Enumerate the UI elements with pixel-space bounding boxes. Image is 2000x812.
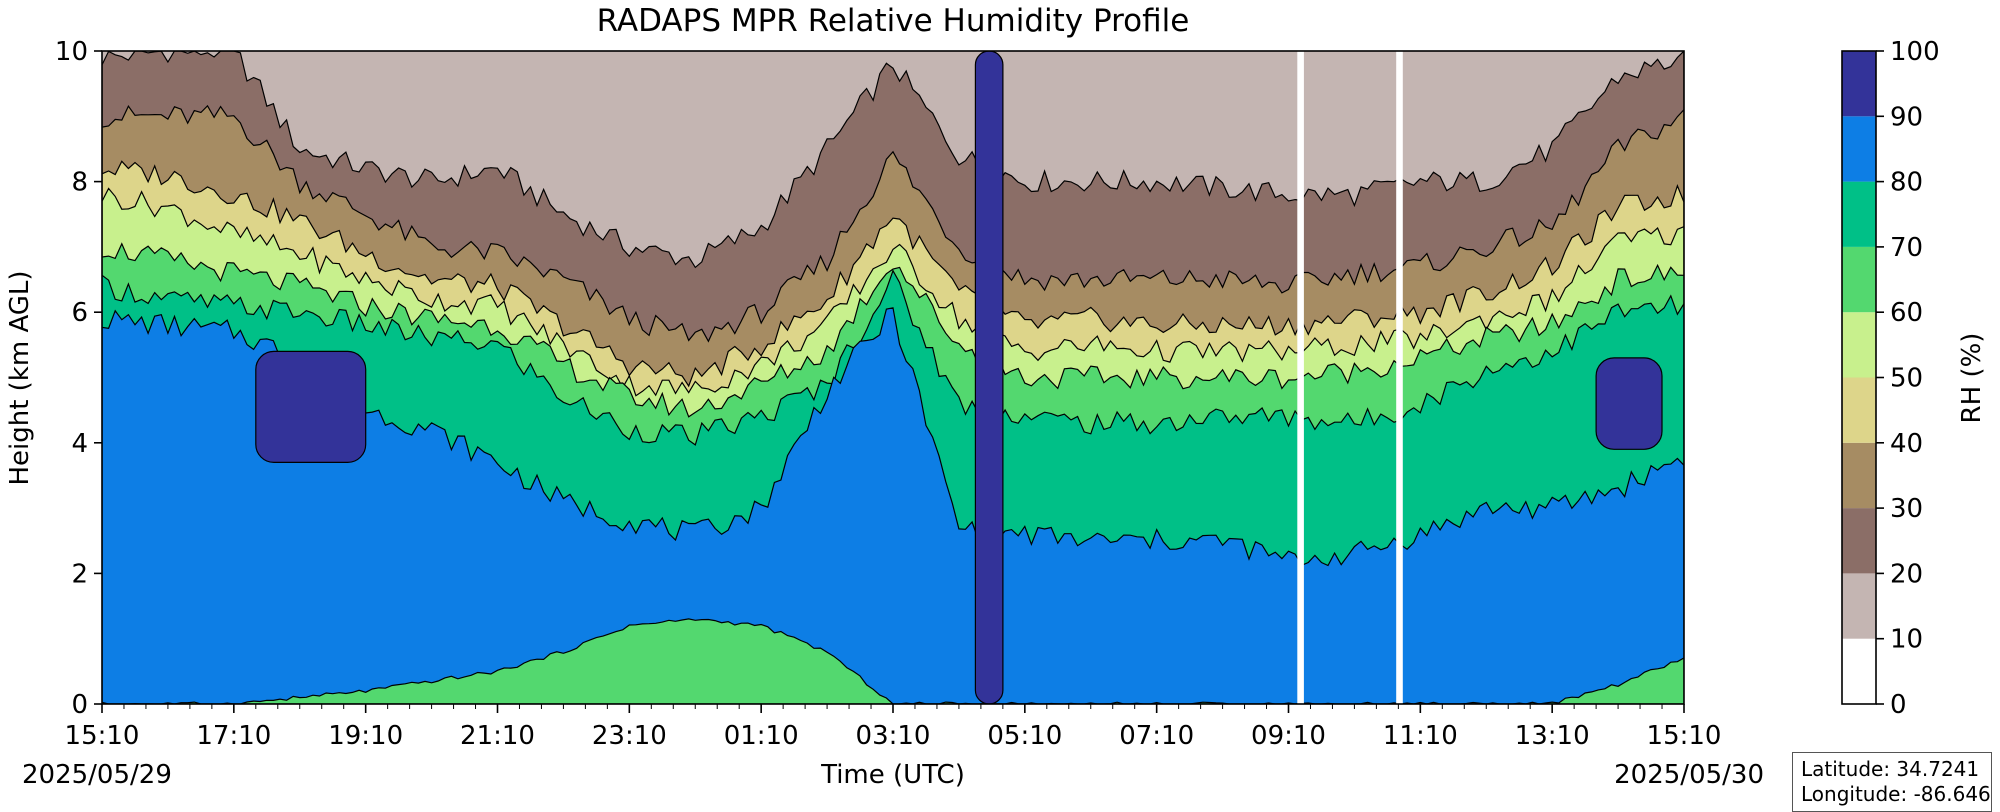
x-tick-label: 15:10 <box>65 721 140 751</box>
y-tick-label: 0 <box>71 690 88 720</box>
x-tick-label: 03:10 <box>856 721 931 751</box>
y-tick-label: 4 <box>71 429 88 459</box>
x-tick-label: 01:10 <box>724 721 799 751</box>
colorbar-swatch <box>1842 51 1876 117</box>
missing-data-gap <box>1396 51 1403 704</box>
colorbar-tick-label: 80 <box>1890 168 1923 198</box>
high-rh-features <box>255 51 1684 704</box>
colorbar-swatch <box>1842 116 1876 182</box>
missing-data-gaps <box>1297 51 1403 704</box>
colorbar-tick-label: 10 <box>1890 625 1923 655</box>
x-tick-label: 13:10 <box>1515 721 1590 751</box>
colorbar-swatch <box>1842 638 1876 704</box>
colorbar-swatch <box>1842 508 1876 574</box>
colorbar-swatch <box>1842 442 1876 509</box>
x-tick-label: 11:10 <box>1383 721 1458 751</box>
start-date: 2025/05/29 <box>22 760 172 790</box>
high-rh-feature <box>1595 357 1663 450</box>
colorbar-tick-label: 90 <box>1890 102 1923 132</box>
colorbar-swatch <box>1842 312 1876 378</box>
high-rh-feature <box>255 350 367 463</box>
colorbar-tick-label: 60 <box>1890 298 1923 328</box>
y-axis: 0 2 4 6 8 10 <box>55 37 102 720</box>
colorbar-tick-label: 30 <box>1890 494 1923 524</box>
x-axis: 15:10 17:10 19:10 21:10 23:10 01:10 03:10 05:10… <box>65 704 1722 751</box>
y-tick-label: 6 <box>71 298 88 328</box>
y-axis-label: Height (km AGL) <box>5 270 35 485</box>
y-tick-label: 8 <box>71 168 88 198</box>
x-tick-label: 15:10 <box>1647 721 1722 751</box>
location-info-box: Latitude: 34.7241 Longitude: -86.646 <box>1792 752 1992 812</box>
colorbar-tick-label: 70 <box>1890 233 1923 263</box>
colorbar-swatch <box>1842 377 1876 443</box>
colorbar-tick-label: 20 <box>1890 559 1923 589</box>
x-tick-label: 23:10 <box>592 721 667 751</box>
colorbar: 0 10 20 30 40 50 60 70 80 90 100 <box>1841 37 1940 720</box>
missing-data-gap <box>1297 51 1304 704</box>
longitude-text: Longitude: -86.646 <box>1801 782 1991 806</box>
high-rh-feature <box>974 51 1004 704</box>
x-tick-label: 17:10 <box>196 721 271 751</box>
end-date: 2025/05/30 <box>1614 760 1764 790</box>
colorbar-swatch <box>1842 573 1876 639</box>
colorbar-swatch <box>1842 181 1876 247</box>
colorbar-tick-label: 50 <box>1890 364 1923 394</box>
colorbar-label: RH (%) <box>1957 333 1987 424</box>
colorbar-tick-label: 0 <box>1890 690 1907 720</box>
y-tick-label: 2 <box>71 559 88 589</box>
x-tick-label: 21:10 <box>460 721 535 751</box>
x-tick-label: 19:10 <box>328 721 403 751</box>
y-tick-label: 10 <box>55 37 88 67</box>
contour-layers <box>102 51 1684 704</box>
x-tick-label: 05:10 <box>987 721 1062 751</box>
high-rh-feature <box>1683 364 1684 443</box>
colorbar-tick-label: 40 <box>1890 429 1923 459</box>
colorbar-swatch <box>1842 246 1876 313</box>
x-tick-label: 09:10 <box>1251 721 1326 751</box>
latitude-text: Latitude: 34.7241 <box>1801 757 1980 781</box>
colorbar-tick-label: 100 <box>1890 37 1940 67</box>
x-axis-label: Time (UTC) <box>820 760 965 790</box>
x-tick-label: 07:10 <box>1119 721 1194 751</box>
chart-title: RADAPS MPR Relative Humidity Profile <box>597 3 1190 39</box>
